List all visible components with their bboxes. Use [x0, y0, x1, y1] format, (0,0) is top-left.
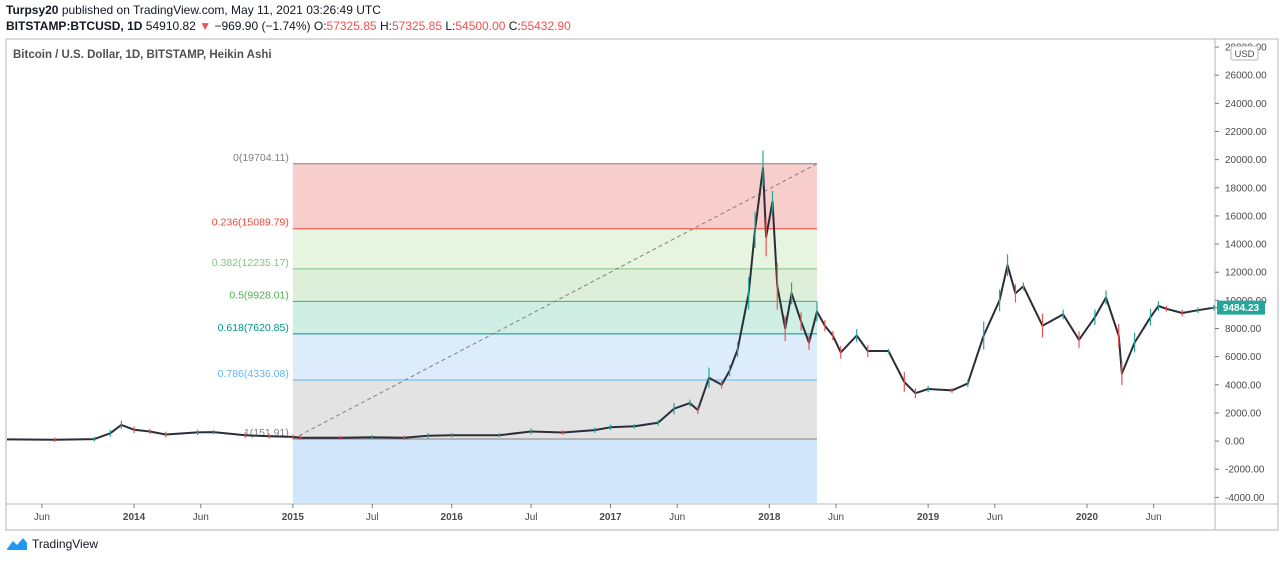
fib-level-label-1: 0.236(15089.79)	[212, 217, 289, 229]
price-tick-label: 26000.00	[1225, 71, 1267, 82]
time-tick-label: Jul	[366, 512, 379, 523]
time-tick-label: 2018	[758, 512, 781, 523]
publish-info: Turpsy20 published on TradingView.com, M…	[6, 3, 381, 17]
fib-band-3	[292, 301, 817, 334]
fib-band-5	[292, 380, 817, 439]
currency-label: USD	[1234, 49, 1254, 60]
time-tick-label: 2016	[441, 512, 464, 523]
time-tick-label: Jun	[34, 512, 50, 523]
price-axis[interactable]: 28000.0026000.0024000.0022000.0020000.00…	[1215, 43, 1267, 504]
price-tick-label: 22000.00	[1225, 127, 1267, 138]
time-tick-label: 2014	[123, 512, 146, 523]
price-tick-label: 24000.00	[1225, 99, 1267, 110]
high-label: H:	[379, 19, 392, 33]
close-value: 55432.90	[520, 19, 571, 33]
price-tick-label: -4000.00	[1225, 493, 1265, 504]
fib-band-2	[292, 268, 817, 302]
time-tick-label: Jun	[193, 512, 209, 523]
last-price: 54910.82	[145, 19, 196, 33]
price-tick-label: 8000.00	[1225, 324, 1262, 335]
price-tick-label: 6000.00	[1225, 352, 1262, 363]
low-value: 54500.00	[455, 19, 506, 33]
currency-badge[interactable]	[1230, 45, 1259, 61]
low-label: L:	[445, 19, 456, 33]
price-tick-label: 4000.00	[1225, 380, 1262, 391]
price-tick-label: 16000.00	[1225, 211, 1267, 222]
fib-level-label-2: 0.382(12235.17)	[212, 257, 289, 269]
ohlc-legend: BITSTAMP:BTCUSD, 1D 54910.82 ▼ −969.90 (…	[6, 19, 571, 33]
price-tick-label: 12000.00	[1225, 268, 1267, 279]
fib-band-0	[292, 163, 817, 229]
time-tick-label: Jun	[828, 512, 844, 523]
open-value: 57325.85	[326, 19, 377, 33]
chart-title: Bitcoin / U.S. Dollar, 1D, BITSTAMP, Hei…	[13, 49, 272, 61]
fib-band-6	[292, 438, 817, 503]
price-line	[6, 167, 1215, 441]
fib-level-label-5: 0.786(4336.08)	[218, 368, 289, 380]
time-tick-label: 2015	[282, 512, 305, 523]
fib-level-label-4: 0.618(7620.85)	[218, 322, 289, 334]
fib-level-label-0: 0(19704.11)	[233, 152, 289, 164]
price-series	[6, 150, 1215, 442]
high-value: 57325.85	[391, 19, 442, 33]
fib-level-label-3: 0.5(9928.01)	[229, 289, 289, 301]
open-label: O:	[313, 19, 327, 33]
time-tick-label: 2019	[917, 512, 940, 523]
time-tick-label: 2020	[1076, 512, 1099, 523]
last-price-tag: 9484.23	[1210, 300, 1265, 315]
tradingview-brand[interactable]: TradingView	[6, 537, 98, 551]
price-change: −969.90 (−1.74%)	[214, 19, 311, 33]
time-axis[interactable]: Jun 2014 Jun 2015 Jul 2016 Jul 2017 Jun 2018 Jun 20…	[34, 504, 1162, 523]
price-tick-label: 20000.00	[1225, 155, 1267, 166]
close-label: C:	[508, 19, 521, 33]
time-tick-label: 2017	[599, 512, 622, 523]
time-tick-label: Jun	[987, 512, 1003, 523]
down-arrow-icon: ▼	[199, 19, 212, 33]
symbol-label: BITSTAMP:BTCUSD, 1D	[6, 19, 143, 33]
author-name[interactable]: Turpsy20	[6, 3, 59, 17]
price-tick-label: 14000.00	[1225, 240, 1267, 251]
tradingview-logo-icon	[7, 538, 27, 550]
last-price-label: 9484.23	[1223, 303, 1260, 314]
price-tick-label: 2000.00	[1225, 408, 1262, 419]
price-tick-label: -2000.00	[1225, 465, 1265, 476]
price-tick-label: 0.00	[1225, 437, 1245, 448]
fib-retracement[interactable]: 0(19704.11) 0.236(15089.79) 0.382(12235.17…	[212, 152, 818, 503]
time-tick-label: Jun	[1146, 512, 1162, 523]
time-tick-label: Jun	[669, 512, 685, 523]
brand-text: TradingView	[32, 537, 99, 551]
time-tick-label: Jul	[525, 512, 538, 523]
chart-frame	[5, 38, 1279, 531]
fib-band-1	[292, 228, 817, 269]
price-tick-label: 18000.00	[1225, 183, 1267, 194]
last-price-badge	[1217, 300, 1265, 315]
published-text: published on TradingView.com, May 11, 20…	[61, 3, 381, 17]
fib-trend-line	[292, 163, 818, 440]
